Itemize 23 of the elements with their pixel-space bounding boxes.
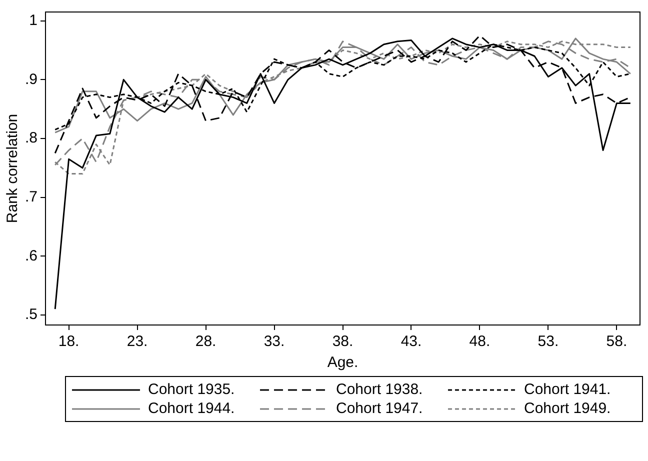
- x-axis-title: Age.: [327, 354, 358, 372]
- y-tick-label: .5: [24, 306, 38, 324]
- x-tick-label: 43.: [400, 333, 422, 350]
- x-tick-label: 38.: [332, 333, 354, 350]
- x-tick-label: 18.: [58, 333, 80, 350]
- x-tick-label: 53.: [538, 333, 559, 350]
- y-tick-label: .8: [24, 130, 38, 147]
- x-tick-label: 33.: [264, 333, 285, 350]
- x-tick-label: 23.: [126, 333, 148, 350]
- y-tick-label: .6: [24, 247, 38, 264]
- legend-label: Cohort 1947.: [336, 400, 423, 417]
- x-tick-label: 58.: [606, 333, 628, 350]
- y-axis-title: Rank correlation: [4, 114, 22, 224]
- y-tick-label: .9: [24, 70, 38, 88]
- x-tick-label: 48.: [469, 333, 490, 350]
- legend-label: Cohort 1949.: [524, 400, 611, 417]
- legend-label: Cohort 1944.: [148, 400, 235, 417]
- legend-label: Cohort 1935.: [148, 381, 235, 398]
- legend-label: Cohort 1938.: [336, 381, 423, 398]
- y-tick-label: .7: [24, 188, 38, 206]
- y-tick-label: 1: [29, 12, 38, 29]
- legend-label: Cohort 1941.: [524, 381, 611, 398]
- x-tick-label: 28.: [195, 333, 216, 350]
